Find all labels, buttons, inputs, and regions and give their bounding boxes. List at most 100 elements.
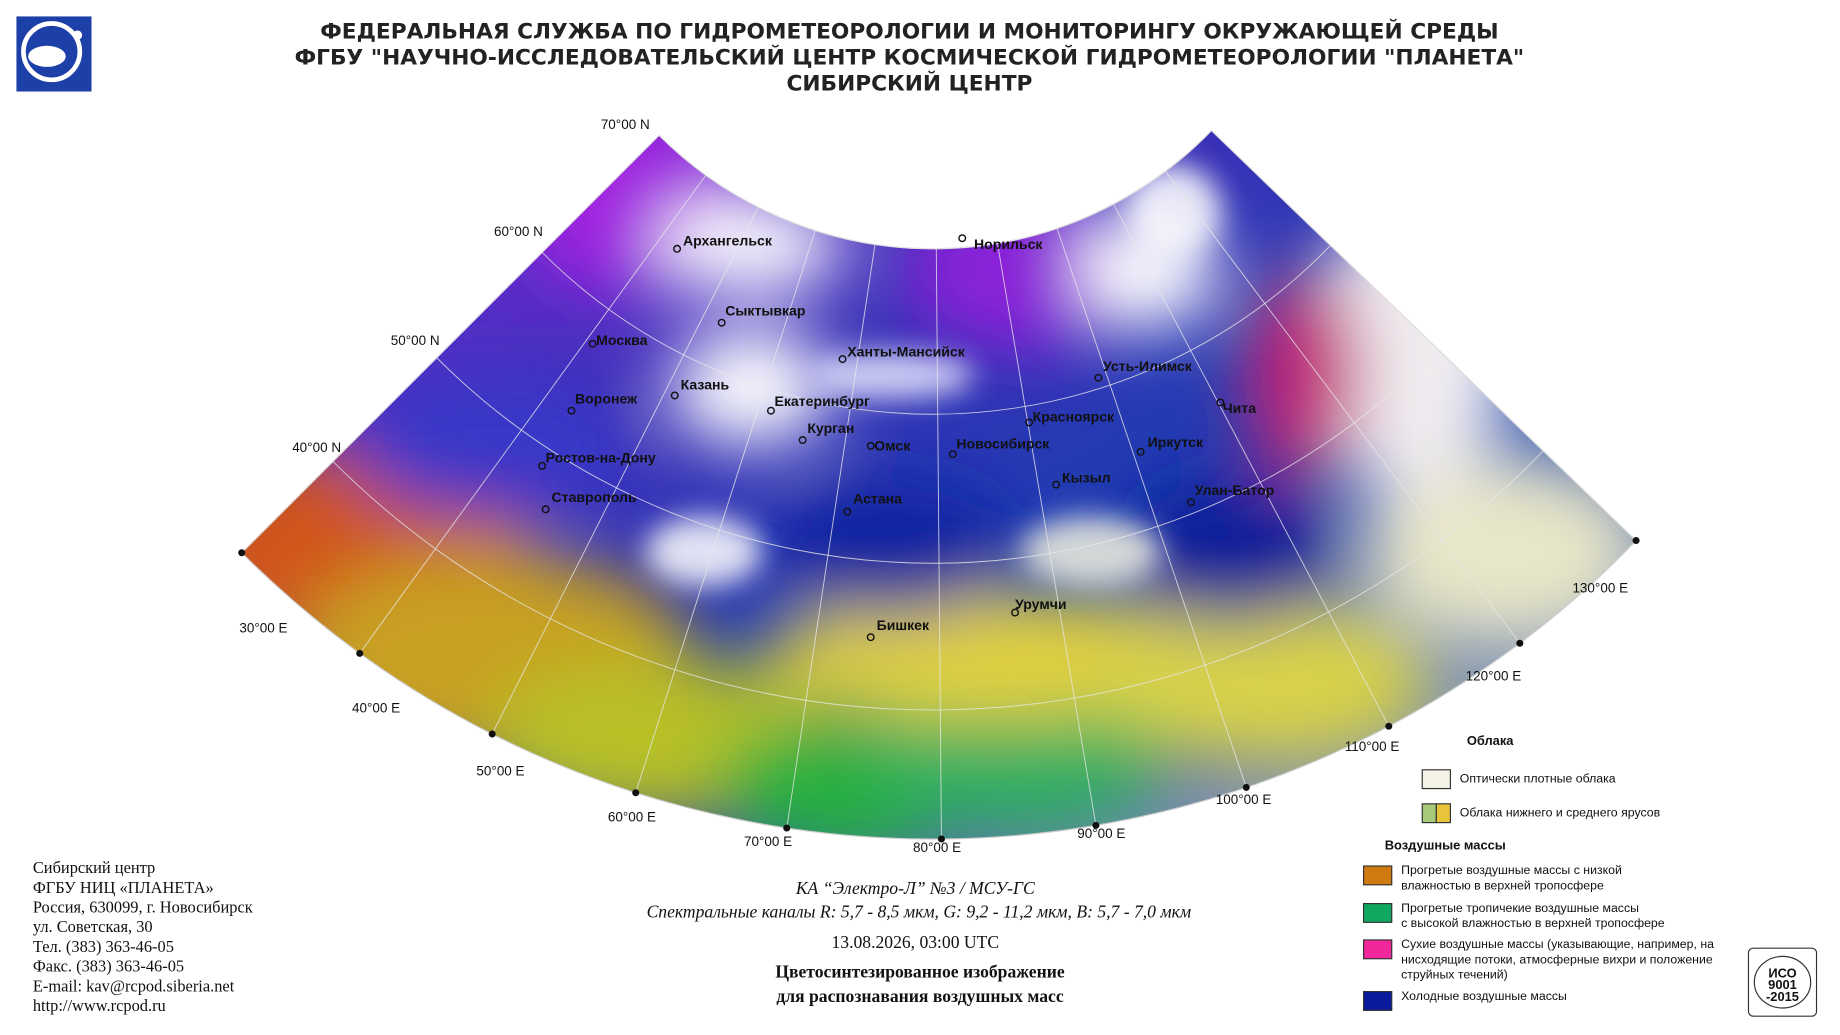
longitude-tick — [783, 824, 791, 832]
city-label: Кызыл — [1062, 469, 1111, 485]
legend-label: Прогретые воздушные массы с низкой — [1401, 863, 1622, 877]
latitude-label: 60°00 N — [494, 224, 543, 239]
legend-label: нисходящие потоки, атмосферные вихри и п… — [1401, 952, 1713, 966]
legend-swatch — [1435, 803, 1451, 824]
city-marker — [567, 406, 576, 415]
caption-channels: Спектральные каналы R: 5,7 - 8,5 мкм, G:… — [647, 902, 1191, 922]
city-label: Бишкек — [877, 617, 930, 633]
certificate-text: ИСО — [1768, 965, 1796, 980]
caption-title: Цветосинтезированное изображение — [775, 961, 1065, 981]
legend-label: струйных течений) — [1401, 968, 1508, 982]
header: ФЕДЕРАЛЬНАЯ СЛУЖБА ПО ГИДРОМЕТЕОРОЛОГИИ … — [295, 19, 1525, 97]
legend-swatch — [1362, 902, 1393, 923]
legend-label: Оптически плотные облака — [1460, 772, 1616, 786]
latitude-label: 40°00 N — [292, 440, 341, 455]
longitude-label: 60°00 E — [608, 809, 656, 824]
longitude-line — [1165, 170, 1521, 644]
legend-label: Прогретые тропичекие воздушные массы — [1401, 901, 1639, 915]
longitude-line — [786, 244, 876, 829]
longitude-tick — [1092, 821, 1100, 829]
cities: Архангельск Норильск Сыктывкар Москва Ханты-… — [538, 232, 1275, 642]
legend-swatch — [1362, 865, 1393, 886]
graticule — [241, 130, 1637, 839]
longitude-tick — [632, 789, 640, 797]
city-marker — [1187, 498, 1196, 507]
contact-line: http://www.rcpod.ru — [33, 996, 166, 1015]
caption-datetime: 13.08.2026, 03:00 UTC — [831, 932, 999, 952]
longitude-tick — [937, 835, 945, 843]
city-label: Иркутск — [1148, 434, 1204, 450]
header-line: ФГБУ "НАУЧНО-ИССЛЕДОВАТЕЛЬСКИЙ ЦЕНТР КОС… — [295, 45, 1525, 71]
city-marker — [538, 461, 547, 470]
city-label: Урумчи — [1015, 596, 1067, 612]
caption: КА “Электро-Л” №3 / МСУ-ГС Спектральные … — [647, 878, 1191, 1006]
longitude-line — [491, 206, 759, 735]
legend-label: с высокой влажностью в верхней тропосфер… — [1401, 916, 1665, 930]
legend-heading: Воздушные массы — [1385, 838, 1506, 853]
header-line: ФЕДЕРАЛЬНАЯ СЛУЖБА ПО ГИДРОМЕТЕОРОЛОГИИ … — [320, 19, 1498, 45]
city-label: Архангельск — [683, 232, 773, 248]
longitude-label: 110°00 E — [1345, 739, 1400, 754]
city-marker — [958, 234, 967, 243]
logo — [16, 16, 92, 92]
longitude-tick — [488, 730, 496, 738]
caption-satellite: КА “Электро-Л” №3 / МСУ-ГС — [795, 878, 1035, 898]
city-label: Норильск — [974, 236, 1043, 252]
longitude-tick — [1516, 639, 1524, 647]
certificate-text: 9001 — [1768, 977, 1797, 992]
city-marker — [766, 406, 775, 415]
latitude-label: 70°00 N — [601, 117, 650, 132]
city-label: Астана — [853, 490, 902, 506]
city-marker — [798, 436, 807, 445]
longitude-tick — [1632, 537, 1640, 545]
longitude-label: 90°00 E — [1077, 826, 1125, 841]
legend-swatch — [1362, 939, 1393, 960]
longitude-line — [635, 230, 816, 793]
longitude-line — [1056, 228, 1247, 788]
longitude-label: 70°00 E — [744, 834, 792, 849]
city-marker — [588, 339, 597, 348]
contact-line: ул. Советская, 30 — [33, 917, 153, 936]
city-marker — [866, 441, 875, 450]
city-marker — [843, 507, 852, 516]
city-label: Курган — [807, 420, 854, 436]
longitude-tick — [356, 649, 364, 657]
city-label: Казань — [681, 377, 730, 393]
longitude-label: 120°00 E — [1466, 669, 1522, 684]
city-marker — [670, 391, 679, 400]
legend-heading: Облака — [1467, 733, 1514, 748]
contact-line: ФГБУ НИЦ «ПЛАНЕТА» — [33, 878, 214, 897]
city-label: Москва — [596, 332, 647, 348]
city-label: Омск — [874, 438, 911, 454]
city-label: Новосибирск — [956, 435, 1050, 451]
legend-label: влажностью в верхней тропосфере — [1401, 878, 1604, 892]
longitude-line — [1211, 130, 1637, 541]
city-label: Красноярск — [1033, 408, 1115, 424]
legend-label: Облака нижнего и среднего ярусов — [1460, 806, 1660, 820]
longitude-label: 130°00 E — [1572, 581, 1628, 596]
city-label: Усть-Илимск — [1103, 358, 1193, 374]
longitude-label: 50°00 E — [476, 764, 524, 779]
header-line: СИБИРСКИЙ ЦЕНТР — [786, 70, 1032, 96]
longitude-tick — [1242, 783, 1250, 791]
city-label: Улан-Батор — [1195, 482, 1275, 498]
contact-line: Тел. (383) 363-46-05 — [33, 937, 174, 956]
legend-label: Холодные воздушные массы — [1401, 989, 1567, 1003]
city-label: Ханты-Мансийск — [847, 344, 966, 360]
longitude-tick — [238, 549, 246, 557]
city-marker — [1025, 418, 1034, 427]
certificate-text: -2015 — [1766, 989, 1799, 1004]
longitude-line — [997, 243, 1097, 826]
longitude-line — [1113, 203, 1390, 727]
caption-title: для распознавания воздушных масс — [776, 986, 1064, 1006]
city-label: Екатеринбург — [774, 393, 870, 409]
city-marker — [948, 450, 957, 459]
city-marker — [1011, 608, 1020, 617]
city-marker — [838, 355, 847, 364]
longitude-line — [241, 135, 660, 554]
contact-line: Факс. (383) 363-46-05 — [33, 957, 184, 976]
longitude-label: 30°00 E — [239, 620, 287, 635]
legend: Облака Оптически плотные облака Облака н… — [1362, 733, 1714, 1011]
